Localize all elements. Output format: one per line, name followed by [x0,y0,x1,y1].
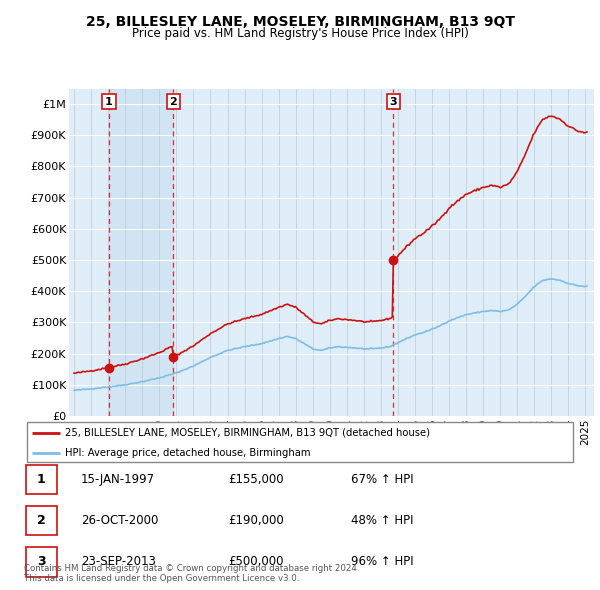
FancyBboxPatch shape [26,506,57,535]
FancyBboxPatch shape [26,465,57,494]
Text: 1: 1 [37,473,46,486]
Bar [109,88,173,416]
Text: 2: 2 [37,514,46,527]
Text: 3: 3 [389,97,397,107]
Text: 3: 3 [37,555,46,569]
FancyBboxPatch shape [26,548,57,576]
Text: Price paid vs. HM Land Registry's House Price Index (HPI): Price paid vs. HM Land Registry's House … [131,27,469,40]
Text: 15-JAN-1997: 15-JAN-1997 [81,473,155,486]
Text: £190,000: £190,000 [228,514,284,527]
Text: 26-OCT-2000: 26-OCT-2000 [81,514,158,527]
Text: 48% ↑ HPI: 48% ↑ HPI [351,514,413,527]
Text: £500,000: £500,000 [228,555,284,569]
Text: 67% ↑ HPI: 67% ↑ HPI [351,473,413,486]
Text: 96% ↑ HPI: 96% ↑ HPI [351,555,413,569]
FancyBboxPatch shape [27,421,573,463]
Text: 25, BILLESLEY LANE, MOSELEY, BIRMINGHAM, B13 9QT (detached house): 25, BILLESLEY LANE, MOSELEY, BIRMINGHAM,… [65,428,430,438]
Text: Contains HM Land Registry data © Crown copyright and database right 2024.
This d: Contains HM Land Registry data © Crown c… [24,563,359,583]
Text: 1: 1 [105,97,113,107]
Text: 2: 2 [169,97,177,107]
Text: 23-SEP-2013: 23-SEP-2013 [81,555,156,569]
Text: 25, BILLESLEY LANE, MOSELEY, BIRMINGHAM, B13 9QT: 25, BILLESLEY LANE, MOSELEY, BIRMINGHAM,… [86,15,515,29]
Text: £155,000: £155,000 [228,473,284,486]
Text: HPI: Average price, detached house, Birmingham: HPI: Average price, detached house, Birm… [65,448,311,457]
